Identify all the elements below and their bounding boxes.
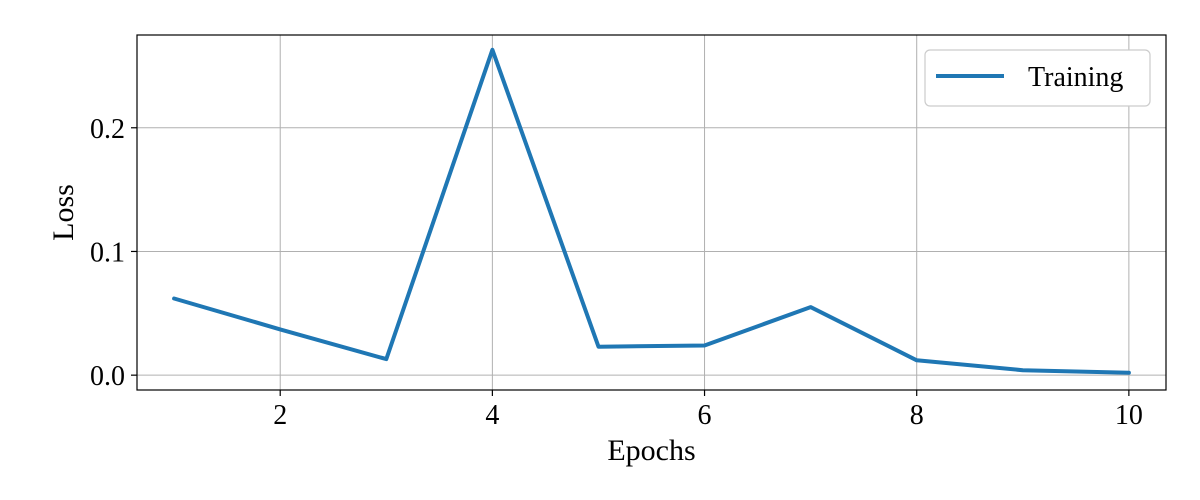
x-tick-label: 8 [910,400,924,431]
grid [137,35,1166,390]
x-tick-label: 10 [1115,400,1143,431]
series-line-training [172,47,1131,375]
y-tick-label: 0.0 [90,361,125,392]
y-tick-label: 0.2 [90,114,125,145]
plot-frame [136,34,1167,391]
series-layer [172,47,1131,375]
legend-label-training: Training [1028,62,1123,93]
y-axis-label: Loss [47,184,80,241]
y-tick-label: 0.1 [90,237,125,268]
legend-box [924,49,1151,107]
x-tick-label: 2 [273,400,287,431]
x-axis-label: Epochs [607,434,695,467]
legend: Training [924,49,1151,107]
ticks: 2 4 6 8 10 0.0 0.1 0.2 [90,114,1143,431]
x-tick-label: 6 [698,400,712,431]
x-tick-label: 4 [485,400,499,431]
